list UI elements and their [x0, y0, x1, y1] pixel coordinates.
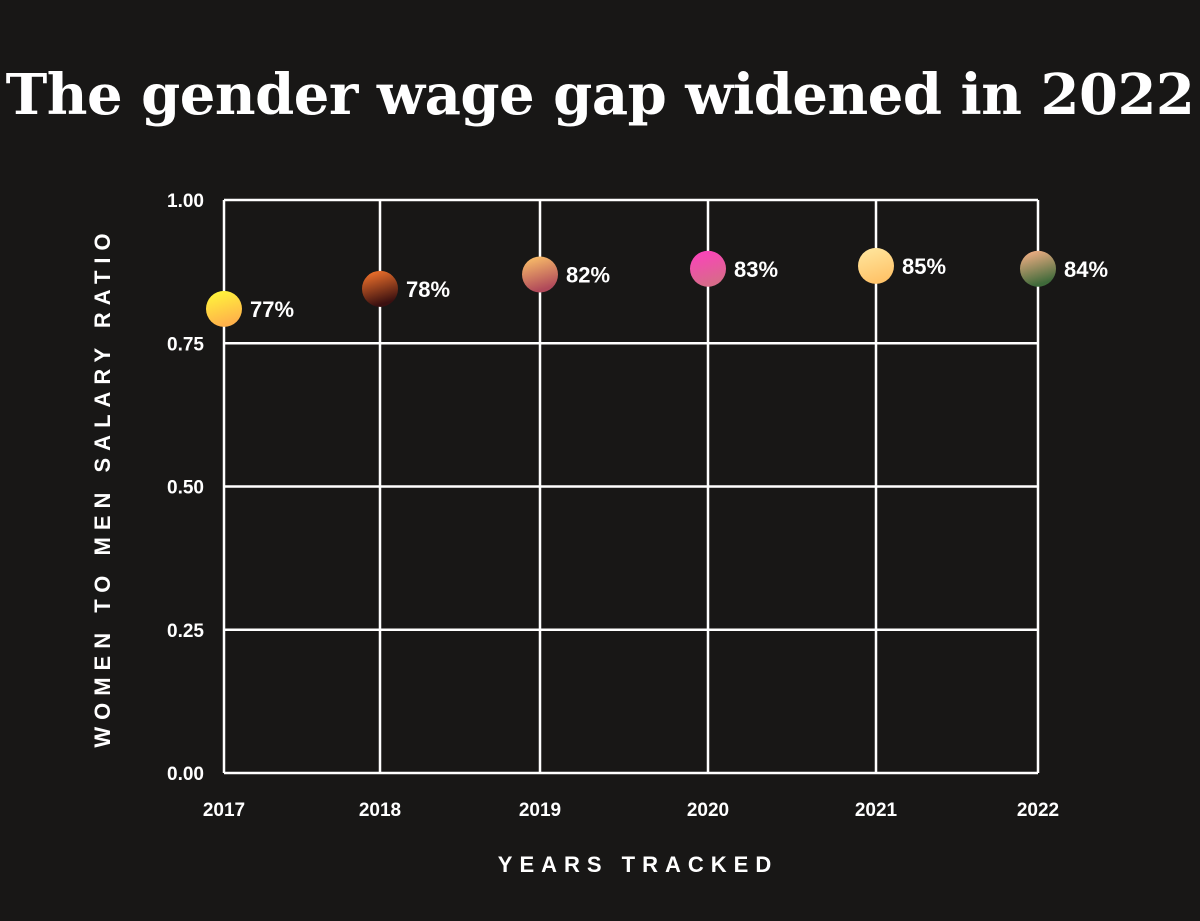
y-tick-label: 0.00	[167, 764, 204, 785]
y-tick-label: 1.00	[167, 191, 204, 212]
y-tick-label: 0.50	[167, 478, 204, 499]
chart-title: The gender wage gap widened in 2022	[5, 62, 1195, 128]
x-axis-title: YEARS TRACKED	[498, 852, 778, 877]
data-point-2021	[858, 247, 894, 284]
data-label-2018: 78%	[406, 277, 450, 302]
y-tick-label: 0.25	[167, 621, 204, 642]
data-points	[206, 247, 1056, 327]
y-tick-label: 0.75	[167, 334, 204, 355]
data-label-2022: 84%	[1064, 257, 1108, 282]
y-axis-title: WOMEN TO MEN SALARY RATIO	[90, 226, 115, 747]
data-point-2017	[206, 290, 242, 327]
x-tick-label: 2022	[1017, 800, 1059, 821]
data-label-2021: 85%	[902, 254, 946, 279]
data-point-2018	[362, 270, 398, 307]
data-label-2020: 83%	[734, 257, 778, 282]
x-tick-label: 2020	[687, 800, 729, 821]
data-point-2022	[1020, 250, 1056, 287]
x-axis-ticks: 2017 2018 2019 2020 2021 2022	[203, 800, 1059, 821]
data-point-2020	[690, 250, 726, 287]
data-label-2019: 82%	[566, 262, 610, 287]
data-labels: 77% 78% 82% 83% 85% 84%	[250, 254, 1108, 322]
x-tick-label: 2021	[855, 800, 898, 821]
data-label-2017: 77%	[250, 297, 294, 322]
y-axis-ticks: 0.00 0.25 0.50 0.75 1.00	[167, 191, 204, 785]
x-tick-label: 2018	[359, 800, 401, 821]
x-tick-label: 2019	[519, 800, 561, 821]
grid	[222, 198, 1040, 775]
x-tick-label: 2017	[203, 800, 245, 821]
data-point-2019	[522, 256, 558, 293]
